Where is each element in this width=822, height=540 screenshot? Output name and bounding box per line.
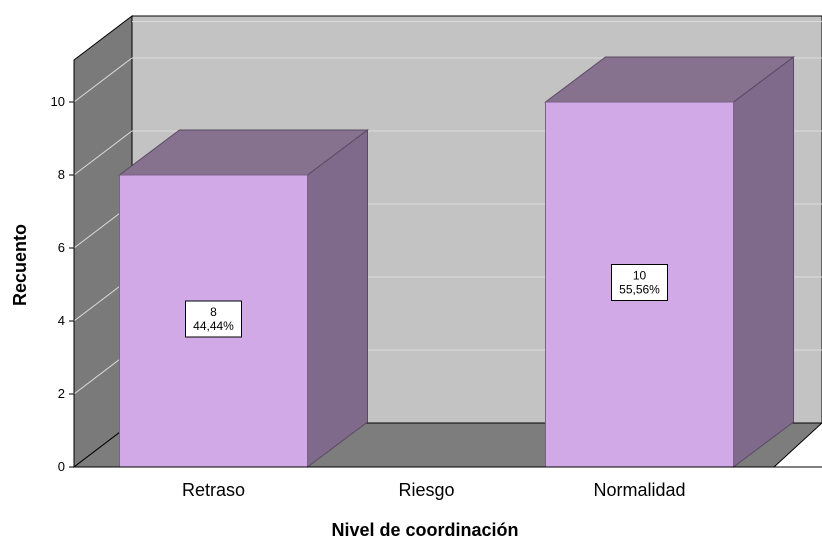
- x-axis: Retraso Riesgo Normalidad: [74, 466, 822, 500]
- y-axis: 0 2 4 6 8 10: [51, 60, 75, 474]
- bar-side: [307, 129, 368, 468]
- gridline-left: [73, 130, 133, 176]
- data-label-box: [611, 264, 668, 301]
- gridline-left: [73, 57, 133, 103]
- data-label-count: 8: [210, 305, 217, 319]
- x-tick-label: Retraso: [182, 480, 245, 500]
- data-label-percent: 44,44%: [193, 319, 234, 333]
- data-label: 844,44%: [185, 300, 242, 338]
- y-tick-label: 10: [51, 94, 65, 109]
- bar-retraso: 844,44%: [118, 129, 369, 468]
- bar-side: [733, 56, 794, 468]
- data-label-box: [185, 300, 242, 338]
- y-tick-label: 8: [58, 167, 65, 182]
- y-tick-label: 4: [58, 313, 65, 328]
- y-tick-label: 2: [58, 386, 65, 401]
- data-label-count: 10: [633, 269, 647, 283]
- x-tick-label: Riesgo: [398, 480, 454, 500]
- x-tick-label: Normalidad: [593, 480, 685, 500]
- y-tick-label: 0: [58, 459, 65, 474]
- x-axis-title: Nivel de coordinación: [331, 520, 518, 540]
- y-axis-title: Recuento: [10, 224, 30, 306]
- data-label-percent: 55,56%: [619, 283, 660, 297]
- y-tick-label: 6: [58, 240, 65, 255]
